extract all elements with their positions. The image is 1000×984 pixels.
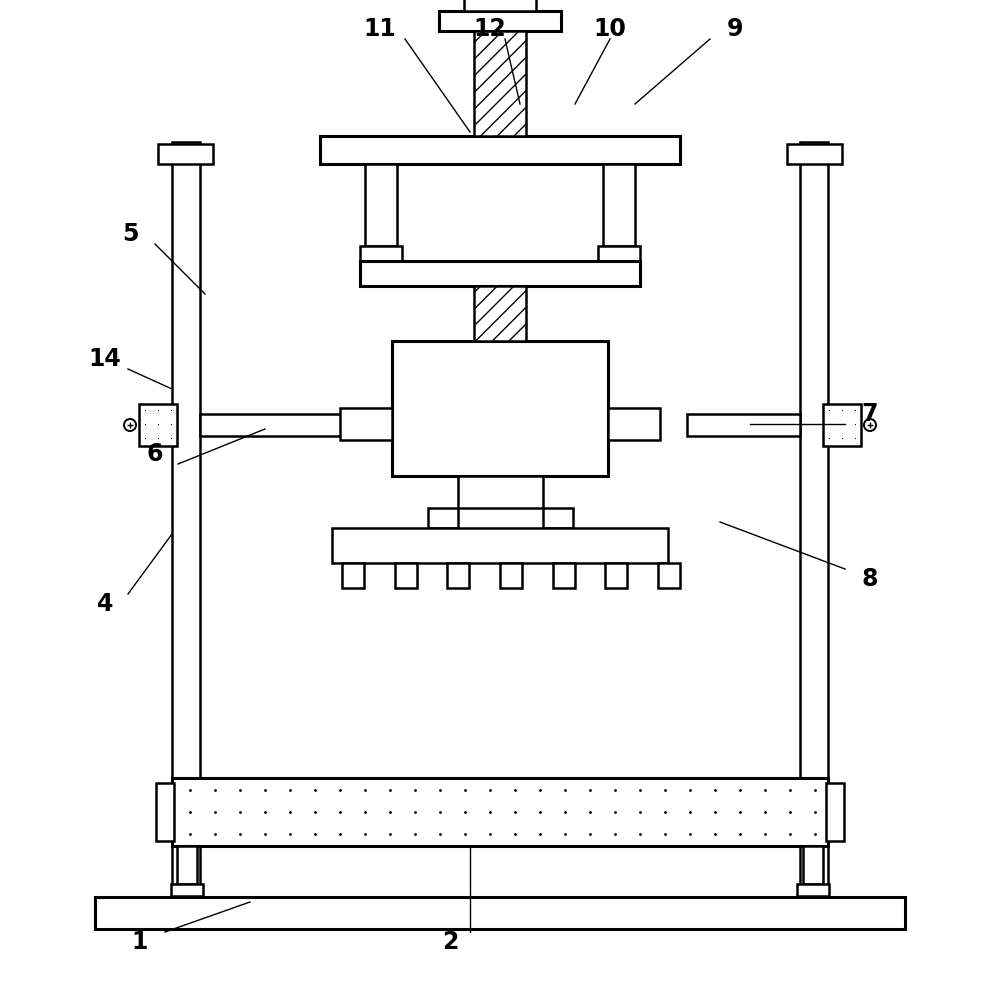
Bar <box>464 0 536 11</box>
Circle shape <box>124 419 136 431</box>
Bar <box>360 246 402 261</box>
Bar <box>171 884 203 896</box>
Bar <box>439 341 561 373</box>
Bar <box>428 508 458 528</box>
Text: 9: 9 <box>727 17 743 41</box>
Text: 10: 10 <box>594 17 626 41</box>
Bar <box>500 563 522 588</box>
Bar <box>172 778 828 846</box>
Text: 5: 5 <box>122 222 138 246</box>
Bar <box>332 528 668 563</box>
Bar <box>542 508 572 528</box>
Bar <box>200 414 365 436</box>
Bar <box>598 246 640 261</box>
Text: 11: 11 <box>364 17 396 41</box>
Bar <box>603 164 635 246</box>
Bar <box>458 476 542 508</box>
Bar <box>320 136 680 164</box>
Bar <box>823 404 861 446</box>
Bar <box>797 884 829 896</box>
Text: 12: 12 <box>474 17 506 41</box>
Text: 4: 4 <box>97 592 113 616</box>
Bar <box>177 846 197 884</box>
Bar <box>156 783 174 841</box>
Bar <box>342 563 364 588</box>
Bar <box>360 261 640 286</box>
Circle shape <box>864 419 876 431</box>
Bar <box>800 142 828 897</box>
Bar <box>474 31 526 136</box>
Text: 6: 6 <box>147 442 163 466</box>
Bar <box>365 164 397 246</box>
Bar <box>139 404 177 446</box>
Bar <box>172 142 200 897</box>
Text: 8: 8 <box>862 567 878 591</box>
Text: 1: 1 <box>132 930 148 954</box>
Bar <box>395 563 417 588</box>
Bar <box>439 11 561 31</box>
Text: 14: 14 <box>89 347 121 371</box>
Bar <box>687 414 800 436</box>
Bar <box>608 408 660 440</box>
Bar <box>392 341 608 476</box>
Bar <box>340 408 392 440</box>
Text: 2: 2 <box>442 930 458 954</box>
Bar <box>826 783 844 841</box>
Bar <box>474 286 526 341</box>
Bar <box>462 373 538 391</box>
Bar <box>447 563 469 588</box>
Bar <box>787 144 842 164</box>
Bar <box>803 846 823 884</box>
Bar <box>158 144 213 164</box>
Text: 7: 7 <box>862 402 878 426</box>
Bar <box>95 897 905 929</box>
Bar <box>658 563 680 588</box>
Bar <box>605 563 627 588</box>
Bar <box>553 563 575 588</box>
